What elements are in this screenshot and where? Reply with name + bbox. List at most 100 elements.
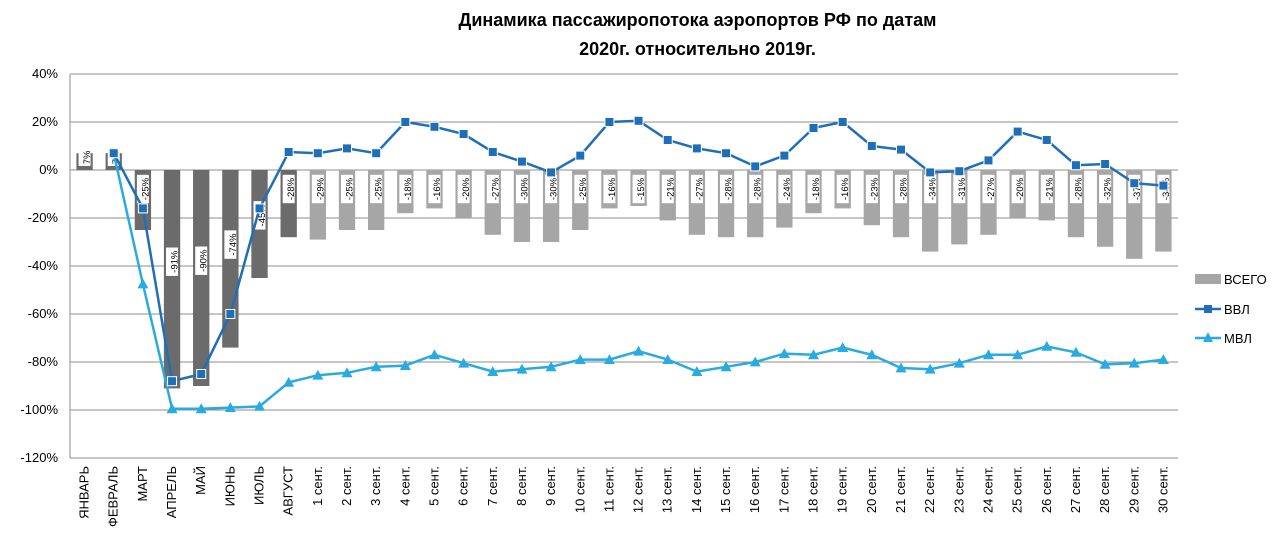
vvl-marker: [283, 147, 294, 157]
mvl-marker: [895, 362, 907, 373]
bar-data-label: -15%: [636, 177, 647, 200]
bar-data-label: -34%: [928, 177, 939, 200]
mvl-marker: [224, 402, 236, 412]
x-tick-label: 21 сент.: [893, 466, 908, 513]
x-tick-label: 6 сент.: [456, 466, 471, 506]
vvl-marker: [225, 309, 236, 319]
bar-label-bg: [311, 174, 324, 204]
vvl-marker: [721, 148, 732, 159]
bar-label-bg: [895, 174, 907, 204]
mvl-marker: [428, 349, 440, 360]
mvl-marker: [662, 354, 674, 364]
vvl-marker: [925, 167, 936, 178]
bar-data-label: -30%: [549, 177, 560, 200]
mvl-marker: [778, 348, 790, 358]
mvl-marker: [1157, 354, 1169, 364]
y-tick-label: 40%: [32, 66, 58, 81]
x-tick-label: 15 сент.: [718, 466, 733, 513]
mvl-marker: [254, 400, 266, 411]
vvl-marker: [312, 148, 323, 159]
vvl-marker: [371, 148, 382, 159]
bar-label-bg: [924, 174, 937, 204]
vvl-marker: [1129, 178, 1140, 189]
mvl-marker: [195, 403, 207, 414]
bar-data-label: -74%: [228, 233, 239, 256]
x-tick-label: 16 сент.: [747, 466, 762, 513]
x-tick-label: 3 сент.: [368, 466, 383, 506]
x-tick-label: 28 сент.: [1097, 466, 1112, 513]
bar-label-bg: [166, 247, 179, 276]
bar-vsego: [222, 170, 239, 348]
mvl-marker: [312, 369, 324, 380]
bar-data-label: -23%: [869, 177, 880, 200]
mvl-marker: [1070, 346, 1082, 357]
vvl-marker: [662, 135, 673, 145]
vvl-marker: [400, 117, 411, 127]
x-tick-label: 25 сент.: [1010, 466, 1025, 513]
x-tick-label: 23 сент.: [951, 466, 966, 513]
x-tick-label: 20 сент.: [864, 466, 879, 513]
y-tick-label: -100%: [20, 402, 58, 417]
x-tick-label: ИЮЛЬ: [252, 466, 267, 505]
bar-label-bg: [953, 174, 966, 204]
bar-data-label: -29%: [315, 177, 326, 200]
bar-data-label: -30%: [519, 177, 530, 200]
vvl-marker: [1158, 180, 1169, 191]
bar-data-label: -28%: [753, 177, 764, 200]
vvl-marker: [108, 148, 119, 159]
bar-label-bg: [836, 174, 849, 204]
bar-data-label: -16%: [840, 177, 851, 200]
y-tick-label: -120%: [20, 450, 58, 465]
vvl-marker: [1100, 159, 1111, 169]
vvl-marker: [254, 203, 265, 214]
mvl-marker: [166, 403, 178, 414]
mvl-marker: [953, 357, 965, 368]
bar-data-label: -28%: [899, 177, 910, 200]
bar-data-label: -32%: [1103, 177, 1114, 200]
legend-marker-vvl: [1204, 305, 1212, 313]
mvl-marker: [720, 361, 732, 372]
x-tick-label: АПРЕЛЬ: [164, 466, 179, 518]
bar-data-label: -25%: [374, 177, 385, 200]
mvl-marker: [982, 349, 994, 360]
bar-label-bg: [807, 174, 820, 204]
x-tick-label: МАРТ: [135, 466, 150, 502]
legend: ВСЕГО ВВЛ МВЛ: [1195, 272, 1267, 346]
vvl-marker: [575, 150, 586, 161]
vvl-line: [112, 119, 1164, 383]
vvl-marker: [342, 143, 352, 154]
bar-label-bg: [1069, 174, 1082, 204]
bar-data-label: -27%: [490, 177, 501, 200]
bar-label-bg: [603, 174, 616, 204]
x-tick-label: 27 сент.: [1068, 466, 1083, 513]
bar-label-bg: [749, 174, 762, 204]
mvl-marker: [283, 376, 295, 387]
bar-data-label: -21%: [1044, 177, 1055, 200]
vvl-marker: [137, 203, 148, 214]
bar-data-label: -45%: [257, 204, 268, 227]
x-tick-label: ИЮНЬ: [222, 466, 237, 506]
legend-marker-mvl: [1203, 332, 1213, 342]
bar-label-bg: [282, 174, 295, 204]
x-tick-label: МАЙ: [193, 466, 208, 495]
y-tick-label: -40%: [28, 258, 59, 273]
vvl-marker: [983, 155, 994, 166]
bar-label-bg: [1011, 174, 1024, 204]
x-tick-label: 19 сент.: [835, 466, 850, 513]
bar-data-label: -31%: [957, 177, 968, 200]
bar-label-bg: [486, 174, 499, 204]
vvl-marker: [633, 115, 644, 126]
y-tick-label: 20%: [32, 114, 58, 129]
bar-data-label: -16%: [607, 177, 618, 200]
vvl-marker: [196, 369, 207, 379]
x-tick-label: 24 сент.: [980, 466, 995, 513]
vvl-marker: [691, 143, 702, 154]
x-tick-label: 17 сент.: [776, 466, 791, 513]
x-tick-label: 7 сент.: [485, 466, 500, 506]
bar-label-bg: [515, 174, 528, 204]
vvl-marker: [779, 150, 790, 161]
mvl-marker: [370, 361, 382, 372]
bar-label-bg: [399, 174, 412, 204]
